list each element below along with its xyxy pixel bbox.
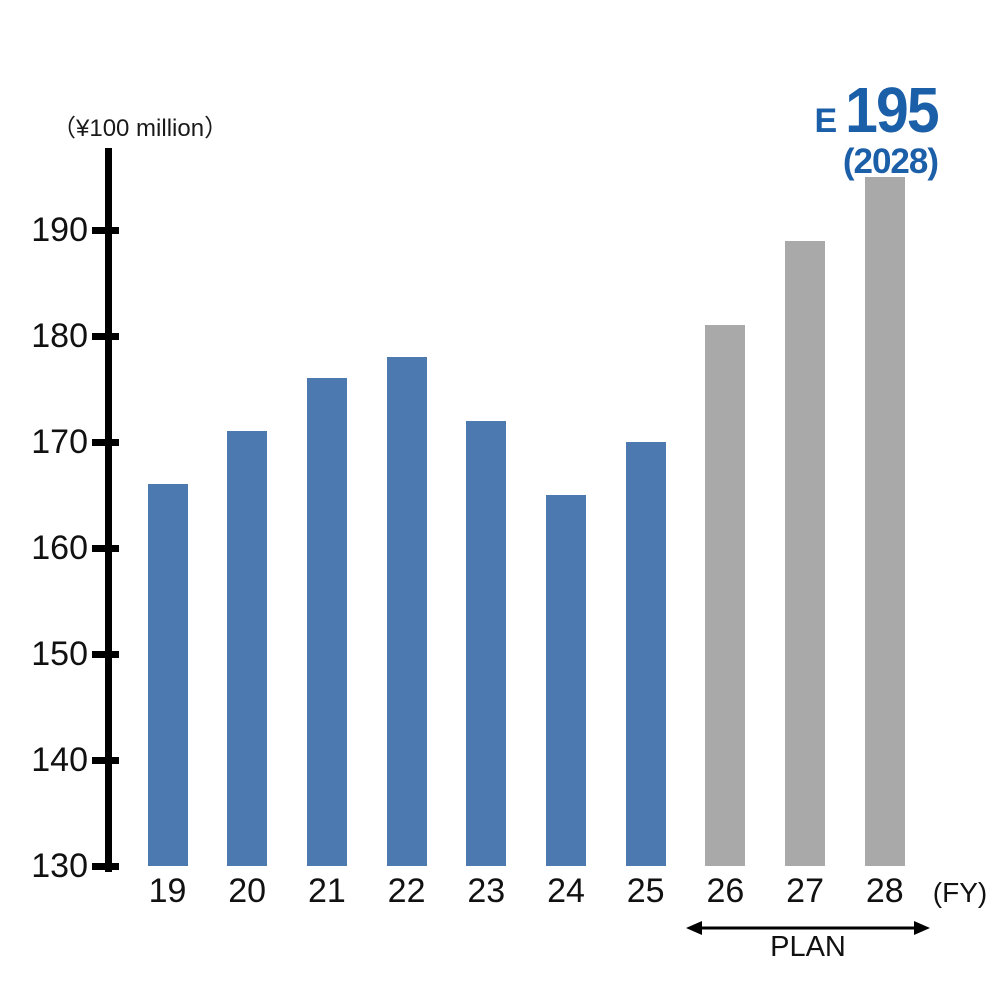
y-axis-unit-label: （¥100 million） bbox=[52, 115, 229, 142]
target-annotation-value-line: E 195 bbox=[814, 74, 940, 146]
x-label-fy27: 27 bbox=[786, 872, 824, 910]
y-tick-label-180: 180 bbox=[31, 317, 88, 355]
y-tick-label-170: 170 bbox=[31, 423, 88, 461]
y-axis bbox=[105, 148, 112, 872]
y-tick-label-140: 140 bbox=[31, 741, 88, 779]
bar-actual-fy19 bbox=[147, 484, 188, 866]
x-label-fy25: 25 bbox=[626, 872, 665, 910]
x-label-fy28: 28 bbox=[865, 872, 904, 910]
x-label-fy22: 22 bbox=[387, 872, 426, 910]
target-year: (2028) bbox=[842, 142, 939, 181]
x-label-fy21: 21 bbox=[307, 872, 346, 910]
x-label-fy19: 19 bbox=[148, 872, 187, 910]
plan-range-label: PLAN bbox=[770, 931, 846, 963]
y-tick-190 bbox=[92, 226, 119, 234]
estimate-prefix: E bbox=[814, 102, 838, 140]
bar-actual-fy23 bbox=[466, 420, 507, 866]
y-tick-170 bbox=[92, 438, 119, 446]
x-label-fy26: 26 bbox=[706, 872, 745, 910]
y-tick-label-160: 160 bbox=[31, 529, 88, 567]
bar-actual-fy25 bbox=[625, 442, 666, 866]
target-value: 195 bbox=[845, 74, 940, 146]
y-tick-140 bbox=[92, 756, 119, 764]
x-label-fy24: 24 bbox=[547, 872, 585, 910]
x-label-fy23: 23 bbox=[467, 872, 506, 910]
bar-plan-fy28 bbox=[864, 177, 905, 866]
y-tick-180 bbox=[92, 332, 119, 340]
y-tick-label-190: 190 bbox=[31, 211, 88, 249]
bar-actual-fy21 bbox=[306, 378, 347, 866]
bar-plan-fy26 bbox=[705, 325, 746, 866]
bar-actual-fy20 bbox=[227, 431, 268, 866]
x-label-fy20: 20 bbox=[228, 872, 267, 910]
bar-actual-fy24 bbox=[546, 495, 586, 866]
bar-plan-fy27 bbox=[785, 240, 826, 866]
y-tick-150 bbox=[92, 650, 119, 658]
plan-range-arrow-icon bbox=[686, 921, 930, 935]
bar-actual-fy22 bbox=[386, 357, 427, 866]
y-tick-label-150: 150 bbox=[31, 635, 88, 673]
y-tick-130 bbox=[92, 862, 119, 870]
x-axis-unit-label: (FY) bbox=[932, 877, 988, 908]
target-annotation: E 195 (2028) bbox=[814, 74, 940, 181]
y-tick-160 bbox=[92, 544, 119, 552]
y-tick-label-130: 130 bbox=[31, 847, 88, 885]
